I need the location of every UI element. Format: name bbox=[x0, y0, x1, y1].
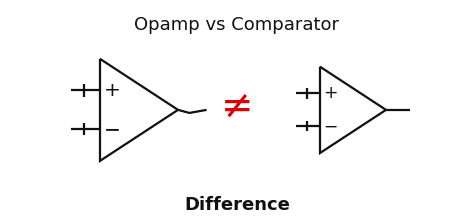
Text: ≠: ≠ bbox=[221, 88, 253, 126]
Text: +: + bbox=[324, 84, 338, 102]
Text: −: − bbox=[104, 120, 121, 139]
Text: −: − bbox=[324, 117, 338, 135]
Text: Difference: Difference bbox=[184, 196, 290, 214]
Text: +: + bbox=[104, 81, 121, 100]
Text: Opamp vs Comparator: Opamp vs Comparator bbox=[135, 16, 339, 34]
